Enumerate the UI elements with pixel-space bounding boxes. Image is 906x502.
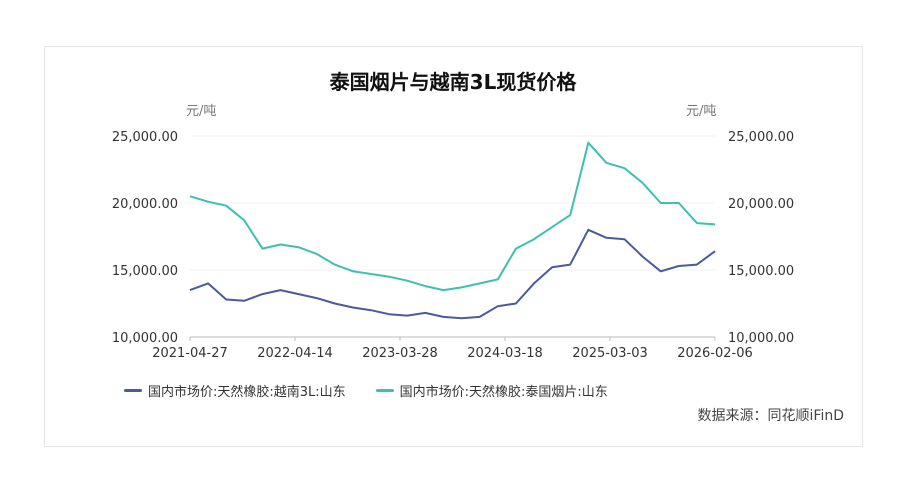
x-tick-label: 2025-03-03 xyxy=(572,346,648,361)
legend-item-vietnam-3l[interactable]: 国内市场价:天然橡胶:越南3L:山东 xyxy=(124,381,346,400)
data-source: 数据来源：同花顺iFinD xyxy=(697,408,844,424)
legend-item-thai-smoked-sheet[interactable]: 国内市场价:天然橡胶:泰国烟片:山东 xyxy=(375,381,608,400)
legend-swatch-thai-smoked-sheet xyxy=(375,389,394,392)
x-tick-label: 2024-03-18 xyxy=(467,346,543,361)
x-tick-label: 2022-04-14 xyxy=(257,346,333,361)
x-tick-label: 2026-02-06 xyxy=(677,346,753,361)
series-line-1 xyxy=(189,141,716,292)
y-tick-label-right: 15,000.00 xyxy=(728,264,794,279)
left-axis-unit: 元/吨 xyxy=(186,104,217,119)
y-tick-label-right: 25,000.00 xyxy=(728,130,794,145)
y-tick-label-right: 10,000.00 xyxy=(728,331,794,346)
y-tick-label-right: 20,000.00 xyxy=(728,197,794,212)
right-axis-unit: 元/吨 xyxy=(686,104,717,119)
y-tick-label-left: 10,000.00 xyxy=(112,331,178,346)
chart-title: 泰国烟片与越南3L现货价格 xyxy=(329,70,577,94)
legend-swatch-vietnam-3l xyxy=(124,389,142,392)
y-tick-label-left: 15,000.00 xyxy=(112,264,178,279)
y-tick-label-left: 20,000.00 xyxy=(112,197,178,212)
y-tick-label-left: 25,000.00 xyxy=(112,130,178,145)
legend-label-thai-smoked-sheet: 国内市场价:天然橡胶:泰国烟片:山东 xyxy=(399,385,608,400)
chart-frame xyxy=(44,46,863,447)
legend: 国内市场价:天然橡胶:越南3L:山东 国内市场价:天然橡胶:泰国烟片:山东 xyxy=(124,381,608,400)
x-tick-label: 2021-04-27 xyxy=(152,346,228,361)
x-tick-label: 2023-03-28 xyxy=(362,346,438,361)
legend-label-vietnam-3l: 国内市场价:天然橡胶:越南3L:山东 xyxy=(148,385,346,400)
series-line-0 xyxy=(189,228,716,320)
